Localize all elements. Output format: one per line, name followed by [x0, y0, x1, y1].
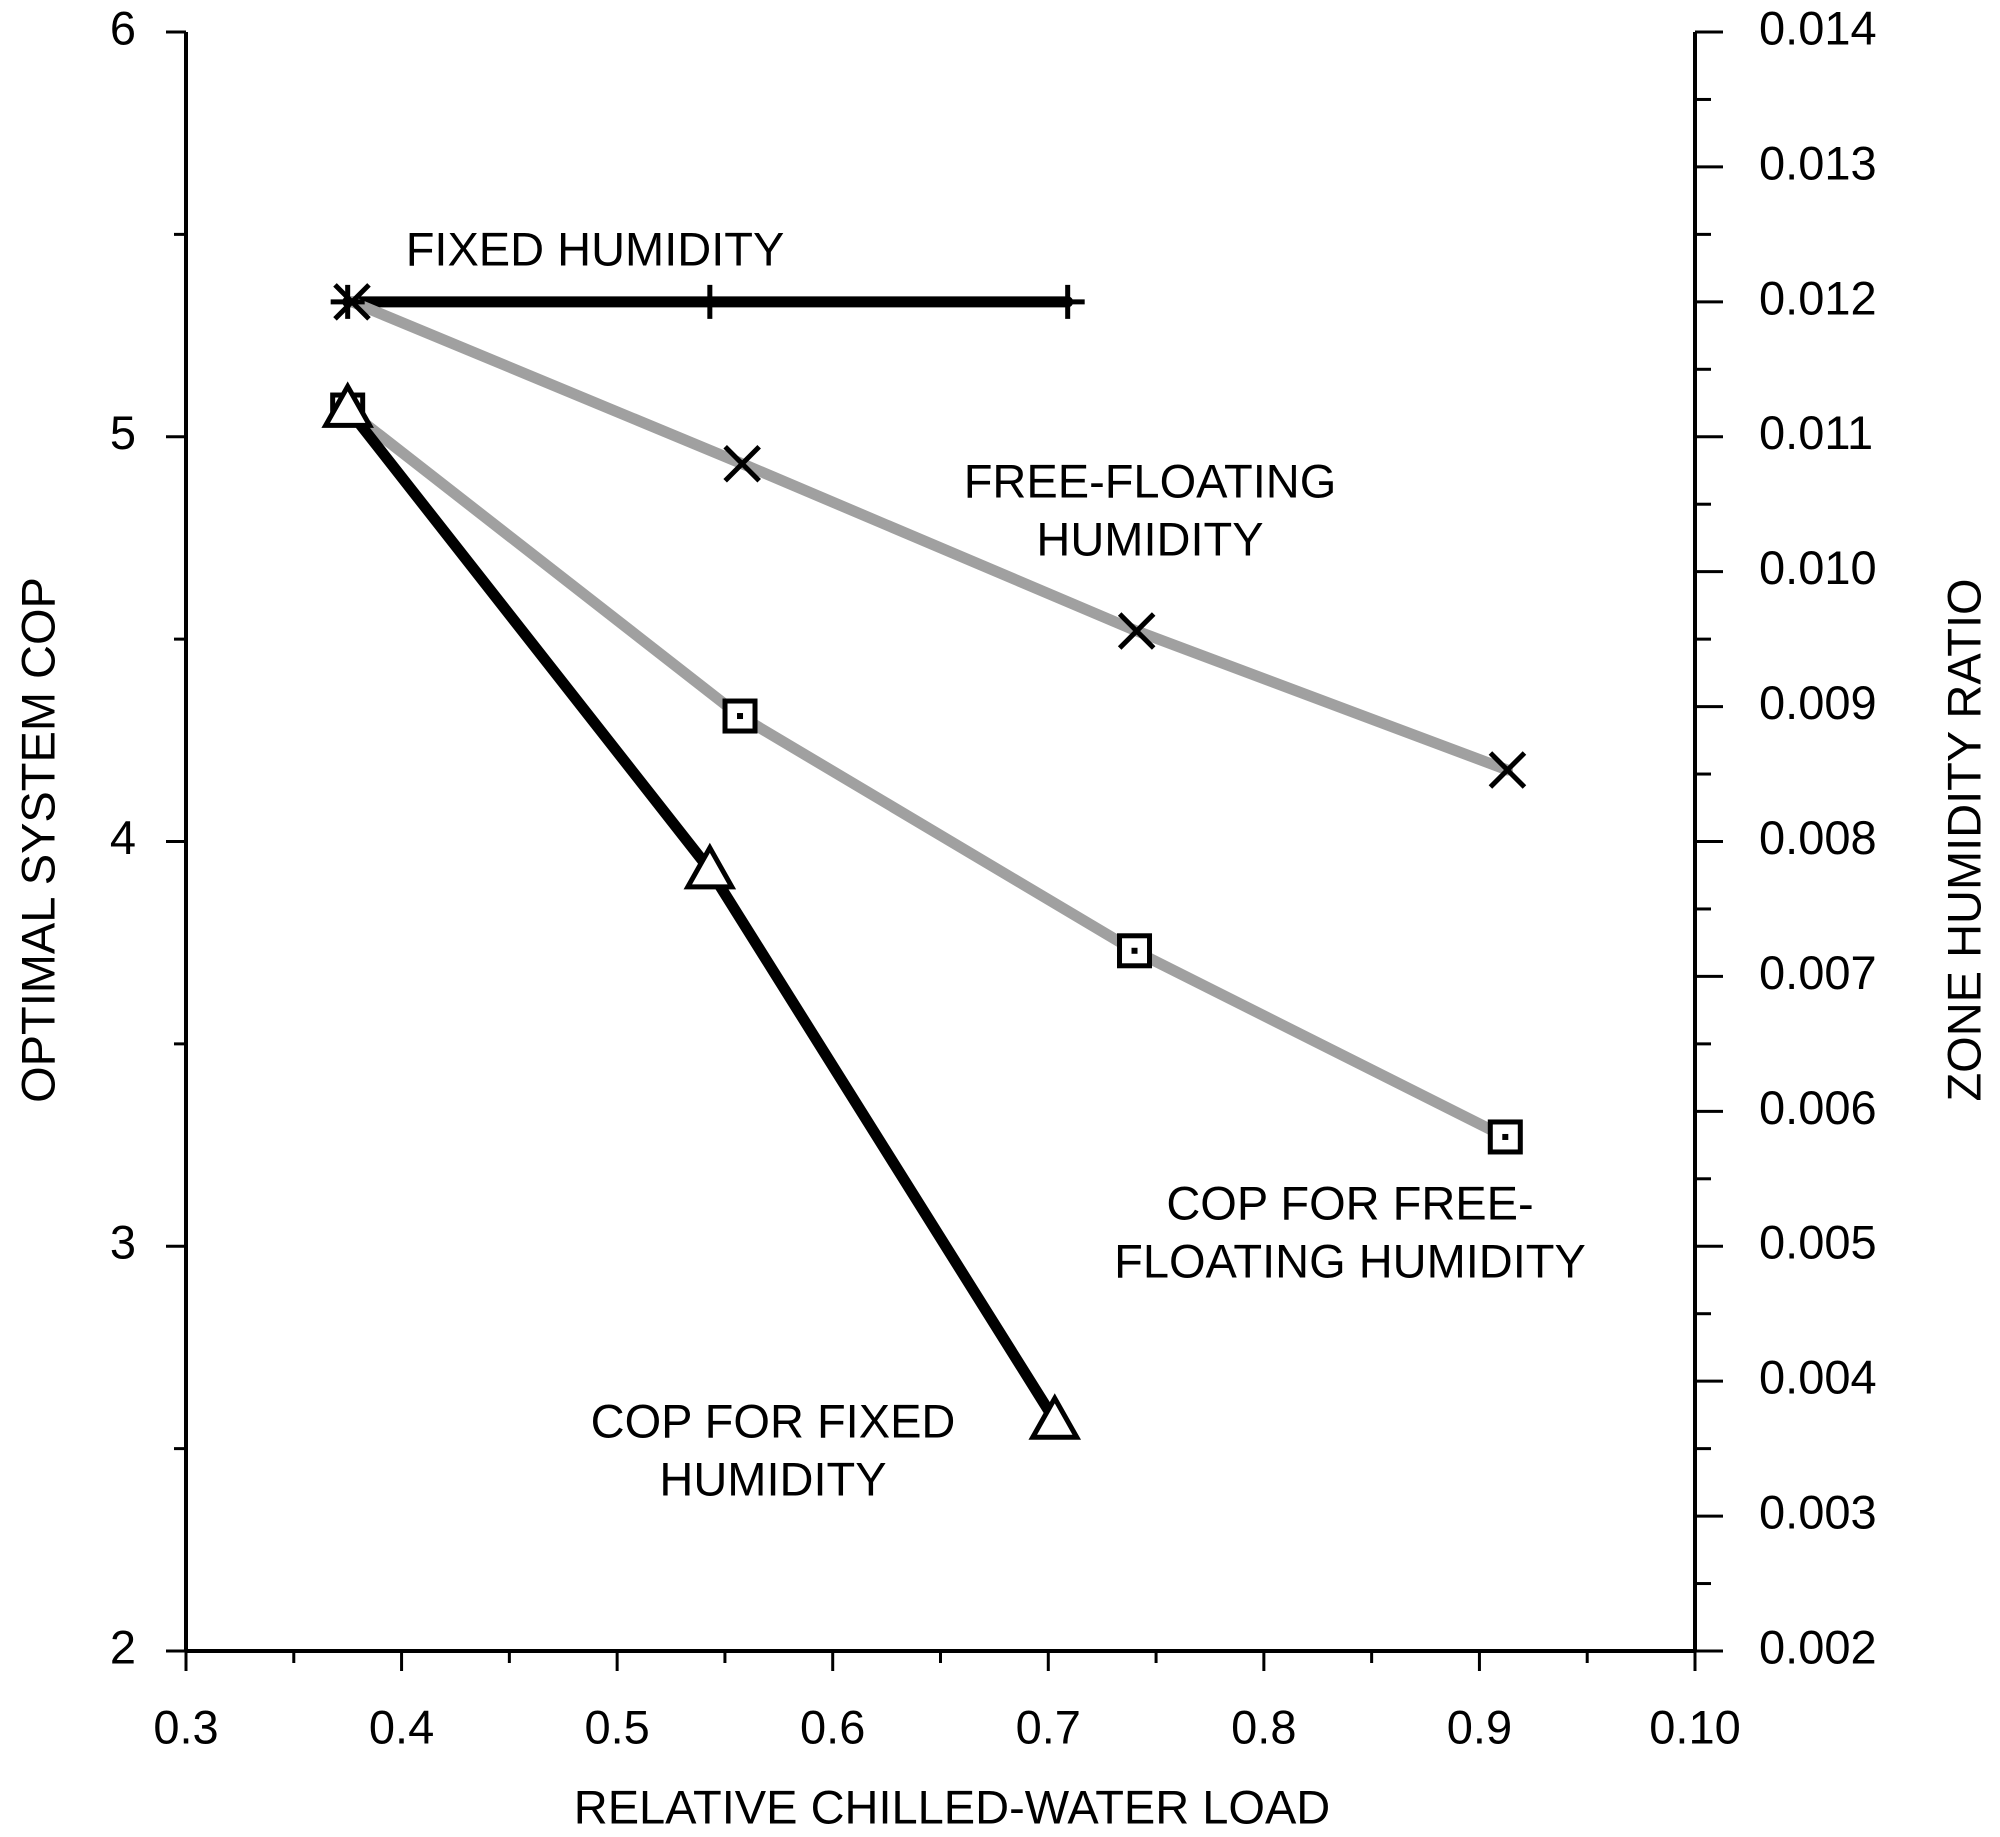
- marker-square: [722, 698, 758, 734]
- y2-tick-label: 0.002: [1759, 1620, 1877, 1673]
- y-tick-label: 4: [110, 811, 136, 864]
- y2-tick-label: 0.004: [1759, 1351, 1877, 1404]
- marker-triangle: [1028, 1393, 1082, 1440]
- marker-square-dot: [1502, 1133, 1509, 1140]
- marker-plus: [1050, 284, 1085, 319]
- y2-tick-label: 0.012: [1759, 271, 1877, 324]
- series-line: [342, 404, 1511, 1143]
- marker-square-dot: [1131, 947, 1138, 954]
- y2-tick-label: 0.014: [1759, 1, 1877, 54]
- annotation: COP FOR FIXED: [591, 1394, 956, 1447]
- annotation: COP FOR FREE-: [1166, 1176, 1533, 1229]
- x-tick-label: 0.10: [1649, 1700, 1740, 1753]
- y-axis-label: OPTIMAL SYSTEM COP: [11, 577, 64, 1103]
- y2-tick-label: 0.003: [1759, 1486, 1877, 1539]
- annotation: FLOATING HUMIDITY: [1114, 1234, 1586, 1287]
- marker-cross: [723, 444, 761, 483]
- marker-square: [1487, 1119, 1523, 1155]
- y-tick-label: 3: [110, 1216, 136, 1269]
- annotation: FIXED HUMIDITY: [406, 222, 785, 275]
- y2-tick-label: 0.011: [1759, 406, 1873, 459]
- y2-tick-label: 0.010: [1759, 541, 1877, 594]
- y-tick-label: 2: [110, 1620, 136, 1673]
- annotation: HUMIDITY: [659, 1452, 886, 1505]
- y2-tick-label: 0.005: [1759, 1216, 1877, 1269]
- y2-tick-label: 0.006: [1759, 1081, 1877, 1134]
- x-tick-label: 0.5: [584, 1700, 649, 1753]
- y2-tick-label: 0.008: [1759, 811, 1877, 864]
- y-tick-label: 6: [110, 1, 136, 54]
- y2-tick-label: 0.009: [1759, 676, 1877, 729]
- marker-triangle: [683, 842, 737, 890]
- y-tick-label: 5: [110, 406, 136, 459]
- x-tick-label: 0.4: [369, 1700, 434, 1753]
- series-line: [342, 402, 1061, 1426]
- marker-plus: [330, 284, 365, 319]
- y2-axis-label: ZONE HUMIDITY RATIO: [1937, 578, 1990, 1101]
- y2-tick-label: 0.013: [1759, 136, 1877, 189]
- marker-triangle: [321, 381, 374, 428]
- annotation: FREE-FLOATING: [964, 454, 1337, 507]
- series-line: [346, 296, 1513, 776]
- x-axis-label: RELATIVE CHILLED-WATER LOAD: [574, 1780, 1331, 1833]
- marker-square-box: [1487, 1119, 1523, 1155]
- x-tick-label: 0.3: [153, 1700, 218, 1753]
- x-tick-label: 0.8: [1231, 1700, 1296, 1753]
- x-tick-label: 0.7: [1016, 1700, 1081, 1753]
- marker-square: [1117, 933, 1153, 969]
- annotation: HUMIDITY: [1036, 512, 1263, 565]
- x-tick-label: 0.6: [800, 1700, 865, 1753]
- marker-cross: [1488, 751, 1527, 789]
- marker-square-box: [722, 698, 758, 734]
- marker-square-dot: [737, 713, 744, 720]
- marker-cross: [333, 283, 371, 321]
- y2-tick-label: 0.007: [1759, 946, 1877, 999]
- marker-cross: [1117, 612, 1156, 650]
- x-tick-label: 0.9: [1447, 1700, 1512, 1753]
- marker-plus: [692, 284, 727, 319]
